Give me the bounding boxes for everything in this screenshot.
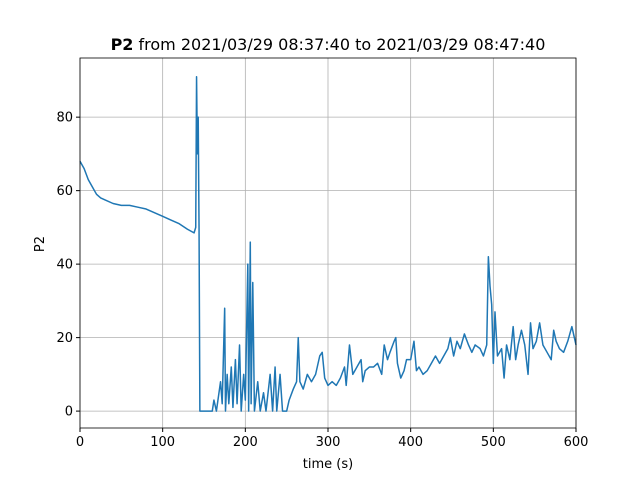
x-tick-label: 300: [316, 435, 341, 450]
y-tick-label: 80: [56, 111, 73, 126]
x-tick-label: 100: [150, 435, 175, 450]
title-bold: P2: [111, 35, 134, 54]
chart-title: P2 from 2021/03/29 08:37:40 to 2021/03/2…: [111, 35, 546, 54]
data-line: [79, 75, 577, 412]
x-tick-label: 0: [76, 435, 84, 450]
y-axis-label: P2: [33, 236, 48, 252]
x-tick-label: 500: [481, 435, 506, 450]
y-tick-label: 0: [65, 405, 73, 420]
x-tick-label: 600: [564, 435, 589, 450]
title-rest: from 2021/03/29 08:37:40 to 2021/03/29 0…: [139, 35, 546, 54]
x-axis-label: time (s): [303, 457, 353, 472]
y-tick-label: 60: [56, 184, 73, 199]
plot-frame: [79, 57, 577, 429]
y-tick-label: 20: [56, 331, 73, 346]
y-tick-label: 40: [56, 258, 73, 273]
x-tick-label: 200: [233, 435, 258, 450]
x-tick-label: 400: [398, 435, 423, 450]
